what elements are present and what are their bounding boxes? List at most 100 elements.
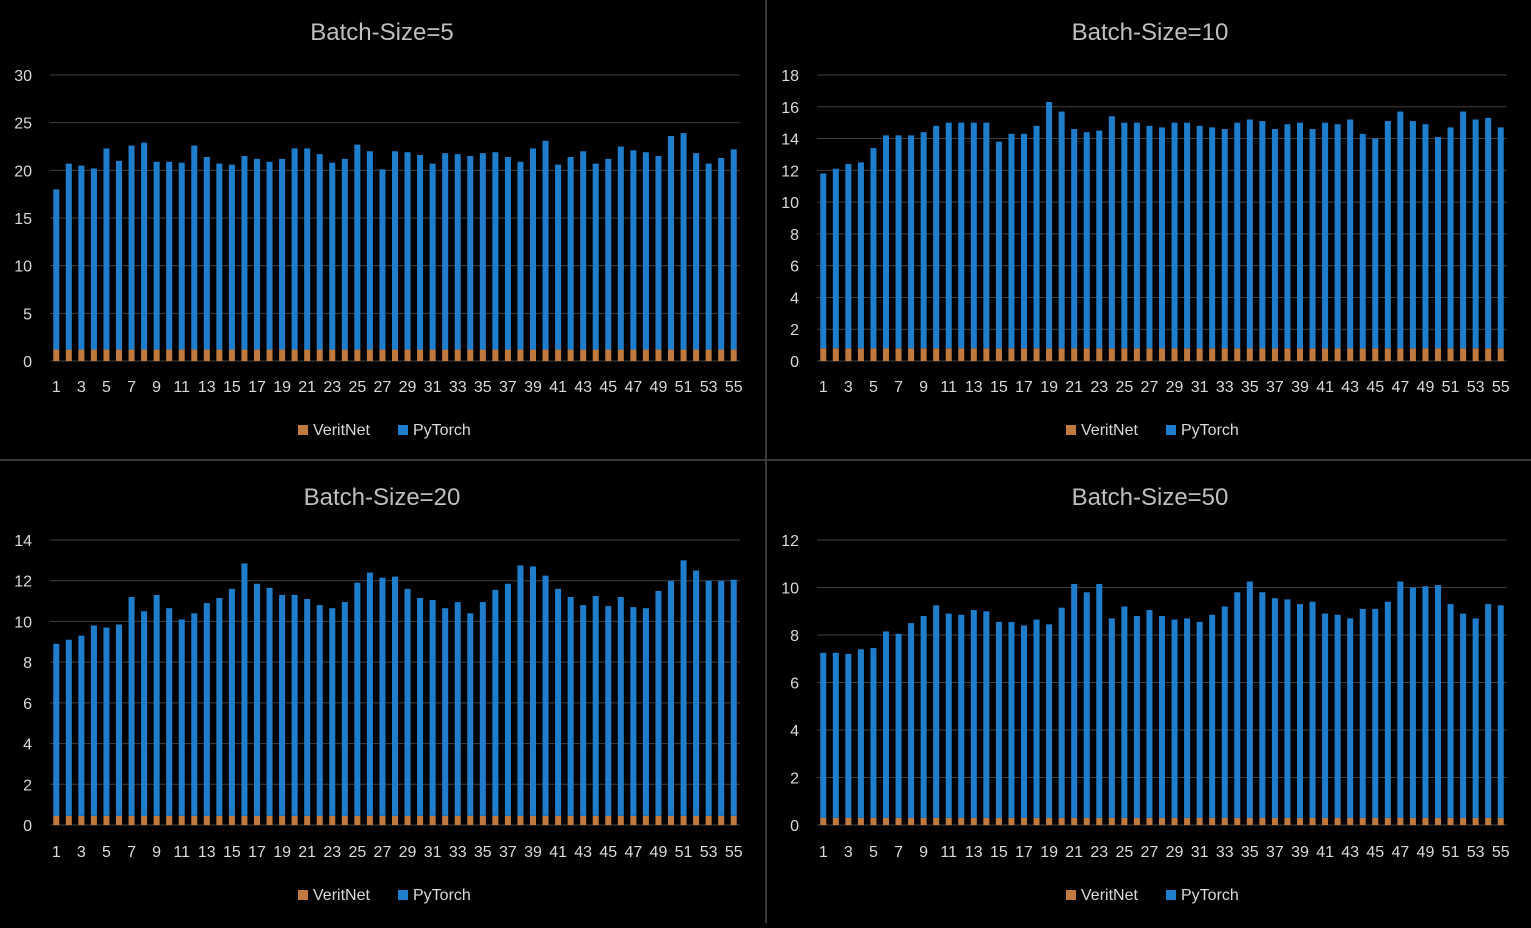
legend-label-veritnet: VeritNet bbox=[1081, 422, 1138, 439]
bar-veritnet-8 bbox=[908, 817, 915, 825]
bar-pytorch-55 bbox=[1497, 605, 1504, 818]
x-tick-label: 45 bbox=[599, 379, 617, 396]
bar-veritnet-19 bbox=[279, 815, 286, 825]
bar-veritnet-47 bbox=[630, 349, 637, 361]
bar-pytorch-11 bbox=[945, 613, 952, 818]
y-tick-label: 2 bbox=[790, 771, 799, 788]
x-tick-label: 33 bbox=[1216, 844, 1234, 861]
bar-veritnet-38 bbox=[517, 815, 524, 825]
x-tick-label: 3 bbox=[77, 379, 86, 396]
bar-pytorch-33 bbox=[1221, 129, 1228, 349]
bar-veritnet-38 bbox=[517, 349, 524, 361]
bar-veritnet-22 bbox=[316, 815, 323, 825]
bar-pytorch-54 bbox=[1485, 117, 1492, 349]
x-tick-label: 11 bbox=[940, 844, 957, 861]
bar-pytorch-51 bbox=[680, 560, 687, 816]
bar-pytorch-19 bbox=[279, 158, 286, 350]
x-tick-label: 19 bbox=[1040, 844, 1058, 861]
x-tick-label: 23 bbox=[323, 379, 341, 396]
bar-pytorch-49 bbox=[655, 590, 662, 816]
bar-pytorch-24 bbox=[341, 602, 348, 816]
bar-pytorch-53 bbox=[705, 163, 712, 350]
bar-pytorch-7 bbox=[895, 633, 902, 818]
bar-veritnet-46 bbox=[617, 815, 624, 825]
bar-veritnet-9 bbox=[153, 349, 160, 361]
x-tick-label: 51 bbox=[1442, 379, 1460, 396]
horizontal-divider bbox=[0, 459, 1531, 461]
bar-pytorch-11 bbox=[178, 619, 185, 816]
vertical-divider bbox=[765, 0, 767, 923]
bar-veritnet-14 bbox=[216, 815, 223, 825]
bar-veritnet-8 bbox=[141, 815, 148, 825]
bar-veritnet-41 bbox=[1322, 817, 1329, 825]
bar-veritnet-6 bbox=[115, 349, 123, 361]
bar-pytorch-30 bbox=[417, 598, 424, 816]
bar-veritnet-37 bbox=[1271, 817, 1278, 825]
bar-pytorch-42 bbox=[1334, 614, 1341, 818]
bar-veritnet-9 bbox=[920, 817, 927, 825]
bar-pytorch-21 bbox=[304, 599, 311, 816]
bar-pytorch-11 bbox=[178, 162, 185, 350]
x-tick-label: 5 bbox=[869, 379, 878, 396]
bar-pytorch-17 bbox=[1020, 625, 1028, 818]
bar-pytorch-48 bbox=[1409, 587, 1416, 818]
bar-pytorch-50 bbox=[667, 580, 675, 816]
bar-pytorch-12 bbox=[958, 122, 965, 349]
x-tick-label: 3 bbox=[77, 844, 86, 861]
x-tick-label: 15 bbox=[990, 379, 1008, 396]
bar-veritnet-42 bbox=[1334, 817, 1341, 825]
x-tick-label: 29 bbox=[1166, 379, 1184, 396]
bar-pytorch-15 bbox=[995, 621, 1002, 818]
bar-pytorch-47 bbox=[630, 607, 637, 816]
x-tick-label: 19 bbox=[1040, 379, 1058, 396]
bar-veritnet-20 bbox=[291, 815, 298, 825]
bar-pytorch-33 bbox=[454, 154, 461, 350]
x-tick-label: 39 bbox=[1291, 379, 1309, 396]
legend-swatch-veritnet bbox=[298, 425, 308, 435]
bar-pytorch-49 bbox=[1422, 124, 1429, 349]
bar-pytorch-6 bbox=[882, 135, 890, 349]
bar-veritnet-18 bbox=[1033, 348, 1040, 361]
bar-pytorch-26 bbox=[366, 151, 373, 350]
bar-pytorch-40 bbox=[542, 575, 549, 816]
x-tick-label: 41 bbox=[549, 379, 567, 396]
bar-veritnet-42 bbox=[567, 815, 574, 825]
bar-veritnet-5 bbox=[103, 349, 110, 361]
x-tick-label: 53 bbox=[1467, 379, 1485, 396]
bar-pytorch-26 bbox=[366, 572, 373, 816]
bar-pytorch-3 bbox=[78, 165, 85, 350]
bar-pytorch-10 bbox=[166, 608, 173, 816]
x-tick-label: 15 bbox=[223, 844, 241, 861]
bar-pytorch-41 bbox=[1322, 122, 1329, 349]
x-tick-label: 51 bbox=[1442, 844, 1460, 861]
bar-pytorch-18 bbox=[1033, 125, 1040, 349]
bar-pytorch-1 bbox=[820, 173, 827, 349]
bar-pytorch-35 bbox=[1246, 581, 1253, 818]
bar-pytorch-27 bbox=[1146, 125, 1153, 349]
x-tick-label: 21 bbox=[1065, 379, 1083, 396]
bar-pytorch-39 bbox=[1296, 122, 1304, 349]
y-tick-label: 18 bbox=[781, 68, 799, 85]
bar-veritnet-43 bbox=[580, 349, 587, 361]
bar-veritnet-3 bbox=[78, 349, 85, 361]
bar-pytorch-22 bbox=[316, 605, 323, 816]
bar-veritnet-34 bbox=[467, 349, 474, 361]
bar-veritnet-1 bbox=[820, 348, 827, 361]
bar-veritnet-19 bbox=[1046, 817, 1053, 825]
bar-veritnet-28 bbox=[1158, 348, 1166, 361]
bar-veritnet-38 bbox=[1284, 348, 1291, 361]
bar-veritnet-52 bbox=[693, 815, 700, 825]
x-tick-label: 47 bbox=[1391, 844, 1409, 861]
bar-veritnet-31 bbox=[429, 349, 436, 361]
bar-pytorch-4 bbox=[857, 649, 864, 818]
x-tick-label: 25 bbox=[1115, 844, 1133, 861]
bar-veritnet-35 bbox=[1246, 817, 1253, 825]
x-tick-label: 41 bbox=[1316, 844, 1334, 861]
y-tick-label: 0 bbox=[790, 354, 799, 371]
bar-veritnet-14 bbox=[983, 348, 990, 361]
bar-pytorch-28 bbox=[1158, 616, 1166, 818]
x-tick-label: 39 bbox=[524, 844, 542, 861]
bar-pytorch-31 bbox=[429, 163, 436, 350]
x-tick-label: 27 bbox=[1141, 844, 1159, 861]
